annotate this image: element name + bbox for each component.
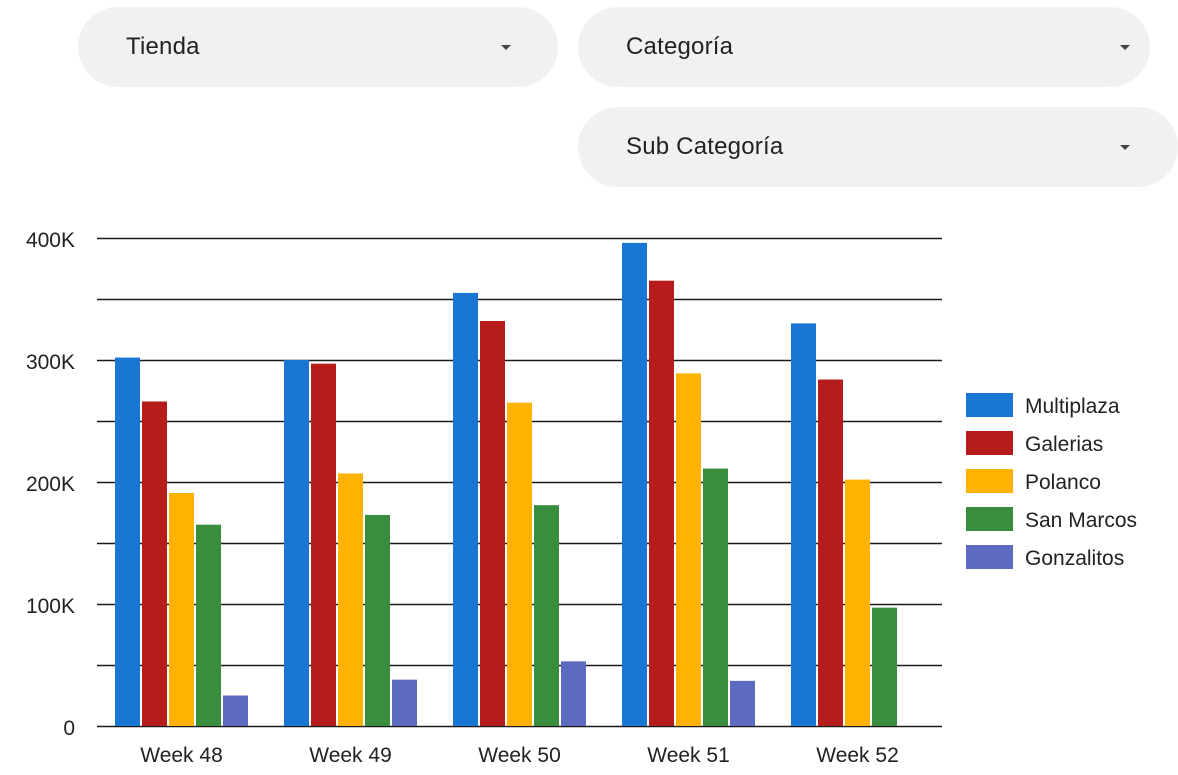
legend-label: Multiplaza: [1025, 395, 1120, 418]
legend-label: Galerias: [1025, 433, 1103, 456]
categoria-dropdown-label: Categoría: [626, 33, 734, 60]
y-tick-label: 400K: [26, 229, 75, 252]
categoria-dropdown[interactable]: Categoría: [578, 7, 1150, 87]
tienda-dropdown[interactable]: Tienda: [78, 7, 558, 87]
chevron-down-icon: [501, 45, 511, 50]
legend-swatch: [966, 431, 1013, 455]
bar: [338, 473, 363, 726]
bar: [872, 607, 897, 726]
bar: [480, 320, 505, 726]
bar: [730, 680, 755, 726]
x-tick-label: Week 49: [309, 744, 392, 767]
legend-swatch: [966, 545, 1013, 569]
tienda-dropdown-label: Tienda: [126, 33, 200, 60]
x-axis-tick-labels: Week 48 Week 49 Week 50 Week 51 Week 52: [140, 744, 899, 767]
bar: [311, 363, 336, 726]
chart-legend: Multiplaza Galerias Polanco San Marcos Gonza…: [966, 393, 1137, 570]
x-tick-label: Week 50: [478, 744, 561, 767]
bar: [818, 379, 843, 726]
y-tick-label: 100K: [26, 595, 75, 618]
bar: [791, 323, 816, 726]
bar: [392, 679, 417, 726]
bar: [365, 514, 390, 726]
legend-swatch: [966, 507, 1013, 531]
subcategoria-dropdown-label: Sub Categoría: [626, 133, 784, 160]
bar: [284, 360, 309, 726]
legend-label: Polanco: [1025, 471, 1101, 494]
legend-swatch: [966, 393, 1013, 417]
legend-label: San Marcos: [1025, 509, 1137, 532]
bar: [703, 468, 728, 726]
chevron-down-icon: [1120, 45, 1130, 50]
bar: [169, 492, 194, 726]
bar: [561, 661, 586, 726]
y-tick-label: 0: [63, 717, 75, 740]
y-axis-tick-labels: 0 100K 200K 300K 400K: [26, 229, 75, 740]
bar: [622, 242, 647, 726]
legend-swatch: [966, 469, 1013, 493]
bar: [676, 373, 701, 726]
bar: [196, 524, 221, 726]
chevron-down-icon: [1120, 145, 1130, 150]
bar: [534, 505, 559, 726]
x-tick-label: Week 48: [140, 744, 223, 767]
bar: [453, 292, 478, 726]
bar: [649, 280, 674, 726]
x-tick-label: Week 52: [816, 744, 899, 767]
bar: [845, 479, 870, 726]
bar: [115, 357, 140, 726]
chart-bars: [115, 242, 897, 726]
bar: [223, 695, 248, 726]
subcategoria-dropdown[interactable]: Sub Categoría: [578, 107, 1178, 187]
y-tick-label: 200K: [26, 473, 75, 496]
bar: [142, 401, 167, 726]
x-tick-label: Week 51: [647, 744, 730, 767]
legend-label: Gonzalitos: [1025, 547, 1124, 570]
bar: [507, 402, 532, 726]
y-tick-label: 300K: [26, 351, 75, 374]
